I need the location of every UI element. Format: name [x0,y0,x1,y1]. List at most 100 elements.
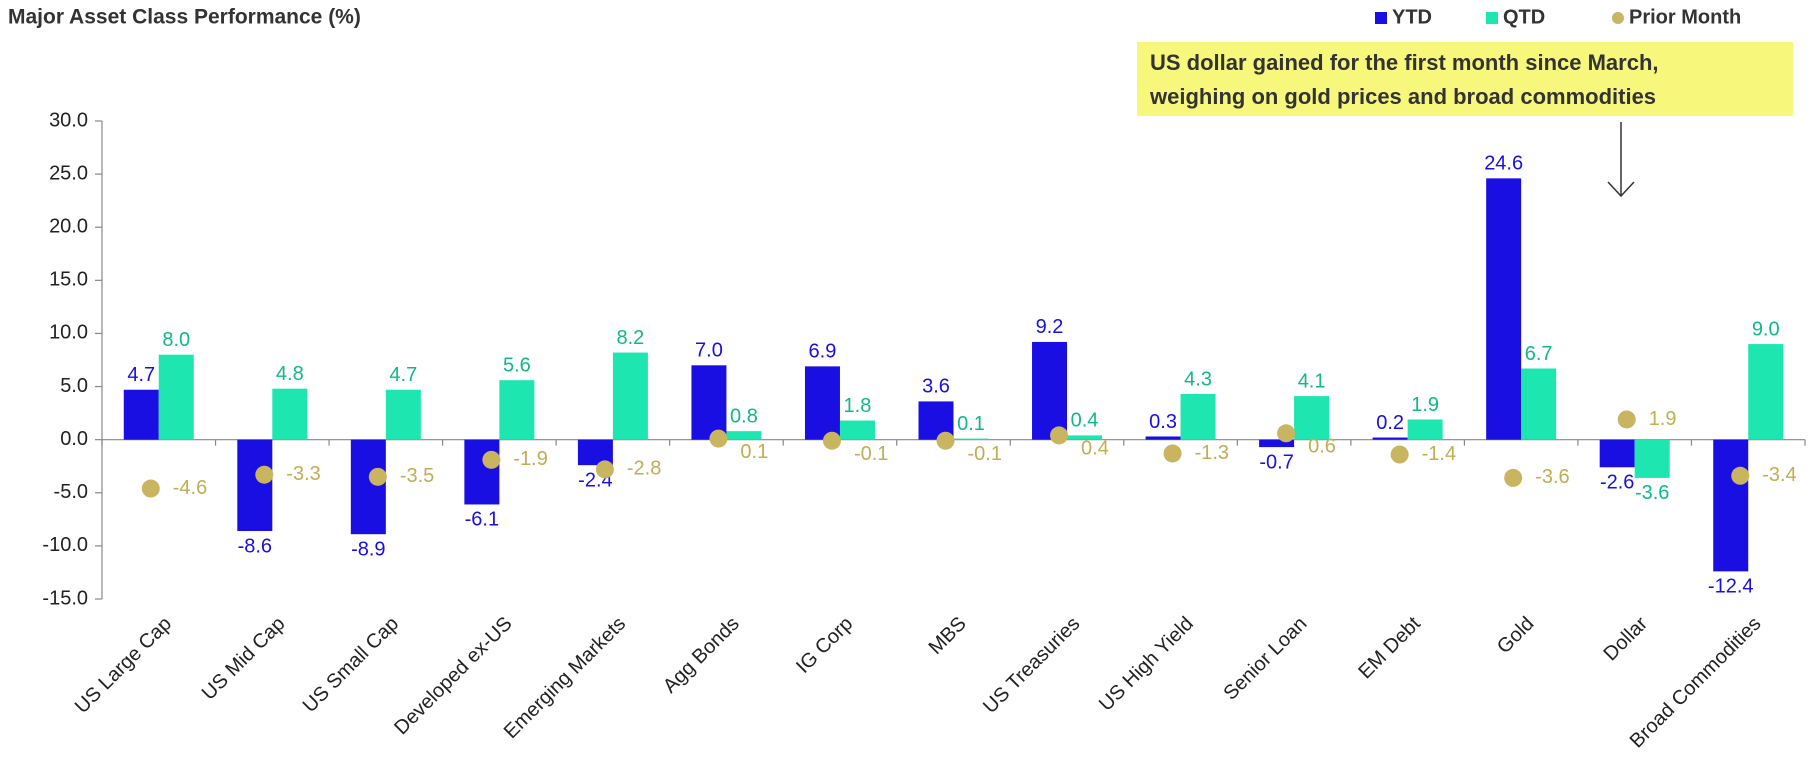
bar [158,354,194,440]
dot [1050,426,1069,445]
x-tick-label: Emerging Markets [500,613,630,743]
data-label: -3.6 [1635,482,1669,504]
data-label: -3.5 [400,465,434,487]
bar [499,380,535,440]
data-label: -1.9 [513,448,547,470]
x-tick-label: US Small Cap [299,613,403,717]
bar [1372,437,1408,440]
data-label: -2.8 [627,458,661,480]
annotation-line: US dollar gained for the first month sin… [1150,50,1659,75]
x-tick-label: US High Yield [1095,613,1198,716]
dot [936,431,955,450]
data-label: -1.3 [1195,442,1229,464]
dot [1163,444,1182,463]
data-label: 1.9 [1649,408,1677,430]
dot [255,465,274,484]
bar [385,389,421,440]
data-label: 0.3 [1149,411,1177,433]
y-tick-label: -10.0 [42,534,88,556]
data-label: 9.0 [1752,318,1780,340]
data-label: 4.8 [276,363,304,385]
dot [709,429,728,448]
bar [839,420,875,440]
annotation-line: weighing on gold prices and broad commod… [1149,84,1656,109]
bar [1180,393,1216,440]
bar [726,431,762,440]
dot [822,431,841,450]
data-label: -0.7 [1259,451,1293,473]
bar [1486,178,1522,440]
x-tick-label: Agg Bonds [659,613,744,698]
bar [1521,368,1557,440]
data-label: 0.4 [1071,410,1099,432]
dot [1617,410,1636,429]
annotation-arrowhead [1607,181,1635,198]
bar [237,439,273,532]
bar [123,389,159,440]
y-tick-label: 30.0 [49,109,88,131]
data-label: 1.9 [1411,394,1439,416]
x-tick-label: EM Debt [1354,612,1425,683]
y-tick-label: 25.0 [49,162,88,184]
x-tick-label: Broad Commodities [1626,613,1766,753]
dot [482,450,501,469]
bar [350,439,386,535]
data-label: -12.4 [1708,576,1754,598]
y-tick-label: 15.0 [49,269,88,291]
data-label: 0.4 [1081,438,1109,460]
dot [1731,466,1750,485]
bar [1407,419,1443,440]
x-tick-label: Senior Loan [1220,613,1312,705]
data-label: 3.6 [922,376,950,398]
data-label: 8.0 [162,329,190,351]
x-tick-label: IG Corp [792,613,857,678]
bar [1032,341,1068,440]
bar [1145,436,1181,440]
x-tick-label: MBS [925,613,971,659]
bar [1599,439,1635,468]
bar [953,438,989,440]
data-label: 24.6 [1484,153,1523,175]
legend-label: Prior Month [1629,6,1741,28]
data-label: 1.8 [844,395,872,417]
y-tick-label: 20.0 [49,216,88,238]
bar [1067,435,1103,440]
bar [1634,439,1670,478]
bar [1713,439,1749,572]
x-tick-label: Dollar [1599,612,1652,665]
y-tick-label: 0.0 [60,428,88,450]
chart-title: Major Asset Class Performance (%) [8,6,361,29]
data-label: 4.1 [1298,370,1326,392]
data-label: -3.6 [1535,466,1569,488]
data-label: 4.7 [389,364,417,386]
data-label: -8.6 [238,535,272,557]
data-label: 7.0 [695,340,723,362]
y-tick-label: 5.0 [60,375,88,397]
legend-swatch [1612,12,1624,24]
data-label: -2.6 [1600,472,1634,494]
data-label: 5.6 [503,354,531,376]
data-label: -1.4 [1422,443,1456,465]
data-label: -0.1 [968,443,1002,465]
bar [612,352,648,440]
data-label: -4.6 [173,477,207,499]
data-label: 9.2 [1036,316,1064,338]
dot [141,479,160,498]
bar [804,366,840,440]
bar [1294,396,1330,440]
annotation-box [1137,42,1793,116]
dot [595,460,614,479]
data-label: 0.1 [957,413,985,435]
data-label: 0.8 [730,405,758,427]
data-label: 4.7 [127,364,155,386]
x-tick-label: US Treasuries [979,613,1084,718]
y-tick-label: -5.0 [54,481,88,503]
bar [691,365,727,440]
legend-swatch [1375,12,1387,24]
data-label: -8.9 [351,538,385,560]
data-label: -6.1 [465,509,499,531]
bar [1748,344,1784,440]
data-label: 0.1 [740,441,768,463]
y-tick-label: 10.0 [49,322,88,344]
